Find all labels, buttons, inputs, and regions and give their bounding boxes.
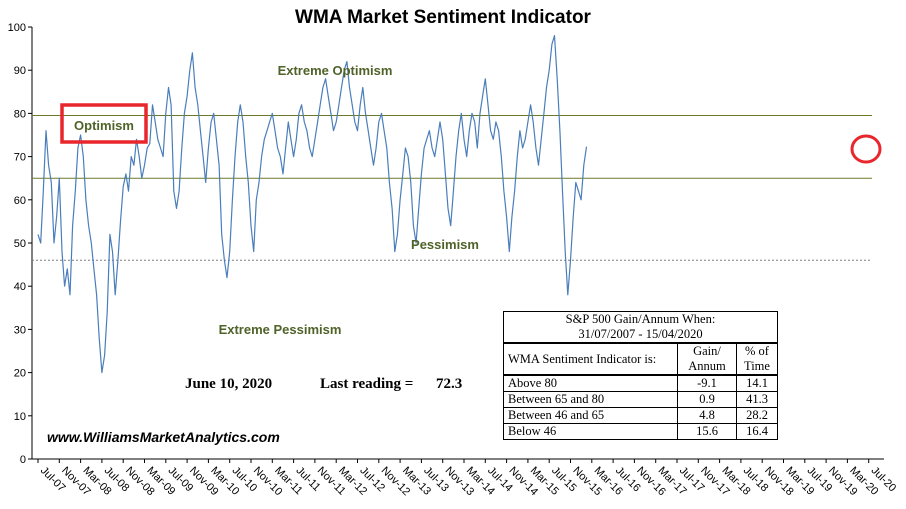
stats-row: Above 80 -9.1 14.1	[503, 374, 778, 392]
stats-row-time: 14.1	[736, 374, 778, 392]
stats-header-row: WMA Sentiment Indicator is: Gain/ Annum …	[503, 342, 778, 376]
y-tick-label: 40	[14, 281, 26, 293]
stats-col-time-line1: % of	[745, 344, 769, 358]
y-tick-label: 0	[20, 454, 26, 466]
stats-row-time: 41.3	[736, 391, 778, 408]
stats-title-line2: 31/07/2007 - 15/04/2020	[578, 327, 703, 341]
y-tick-label: 70	[14, 152, 26, 164]
y-tick-label: 60	[14, 195, 26, 207]
stats-row-gain: 4.8	[677, 407, 737, 424]
last-reading-value: 72.3	[436, 376, 462, 392]
stats-title-line1: S&P 500 Gain/Annum When:	[565, 312, 716, 326]
stats-row-gain: -9.1	[677, 374, 737, 392]
y-tick-label: 10	[14, 411, 26, 423]
stats-row-label: Between 65 and 80	[503, 391, 678, 408]
y-tick-label: 30	[14, 324, 26, 336]
stats-row: Between 65 and 80 0.9 41.3	[503, 391, 778, 408]
stats-row-label: Between 46 and 65	[503, 407, 678, 424]
y-tick-label: 100	[8, 22, 26, 34]
stats-row-label: Below 46	[503, 423, 678, 440]
optimism-highlight-box	[60, 103, 148, 144]
stats-row-label: Above 80	[503, 374, 678, 392]
stats-row: Between 46 and 65 4.8 28.2	[503, 407, 778, 424]
y-tick-labels: 0 10 20 30 40 50 60 70 80 90 100	[8, 22, 32, 466]
series-line	[37, 34, 588, 374]
zone-label-extreme-pessimism: Extreme Pessimism	[219, 322, 342, 337]
y-tick-label: 20	[14, 368, 26, 380]
stats-row-time: 28.2	[736, 407, 778, 424]
stats-col-gain: Gain/ Annum	[677, 342, 737, 376]
zone-label-extreme-optimism: Extreme Optimism	[278, 63, 393, 78]
stats-col-time: % of Time	[736, 342, 778, 376]
y-tick-label: 80	[14, 108, 26, 120]
last-reading-highlight-circle	[850, 134, 882, 164]
website-label: www.WilliamsMarketAnalytics.com	[47, 429, 280, 445]
stats-row: Below 46 15.6 16.4	[503, 423, 778, 440]
stats-row-time: 16.4	[736, 423, 778, 440]
zone-label-pessimism: Pessimism	[411, 237, 479, 252]
stats-row-gain: 15.6	[677, 423, 737, 440]
stats-col-gain-line2: Annum	[688, 359, 726, 373]
stats-col-indicator: WMA Sentiment Indicator is:	[503, 342, 678, 376]
series-lines	[37, 34, 588, 374]
zone-label-optimism: Optimism	[74, 118, 134, 133]
chart-title: WMA Market Sentiment Indicator	[295, 7, 592, 28]
y-tick-label: 50	[14, 238, 26, 250]
stats-row-gain: 0.9	[677, 391, 737, 408]
stats-title: S&P 500 Gain/Annum When: 31/07/2007 - 15…	[503, 311, 778, 344]
stats-table: S&P 500 Gain/Annum When: 31/07/2007 - 15…	[503, 311, 778, 440]
last-reading-label: Last reading =	[320, 376, 413, 392]
y-tick-label: 90	[14, 65, 26, 77]
stats-col-gain-line1: Gain/	[693, 344, 721, 358]
date-label: June 10, 2020	[185, 376, 272, 392]
stats-col-time-line2: Time	[744, 359, 770, 373]
stats-title-row: S&P 500 Gain/Annum When: 31/07/2007 - 15…	[503, 311, 778, 344]
